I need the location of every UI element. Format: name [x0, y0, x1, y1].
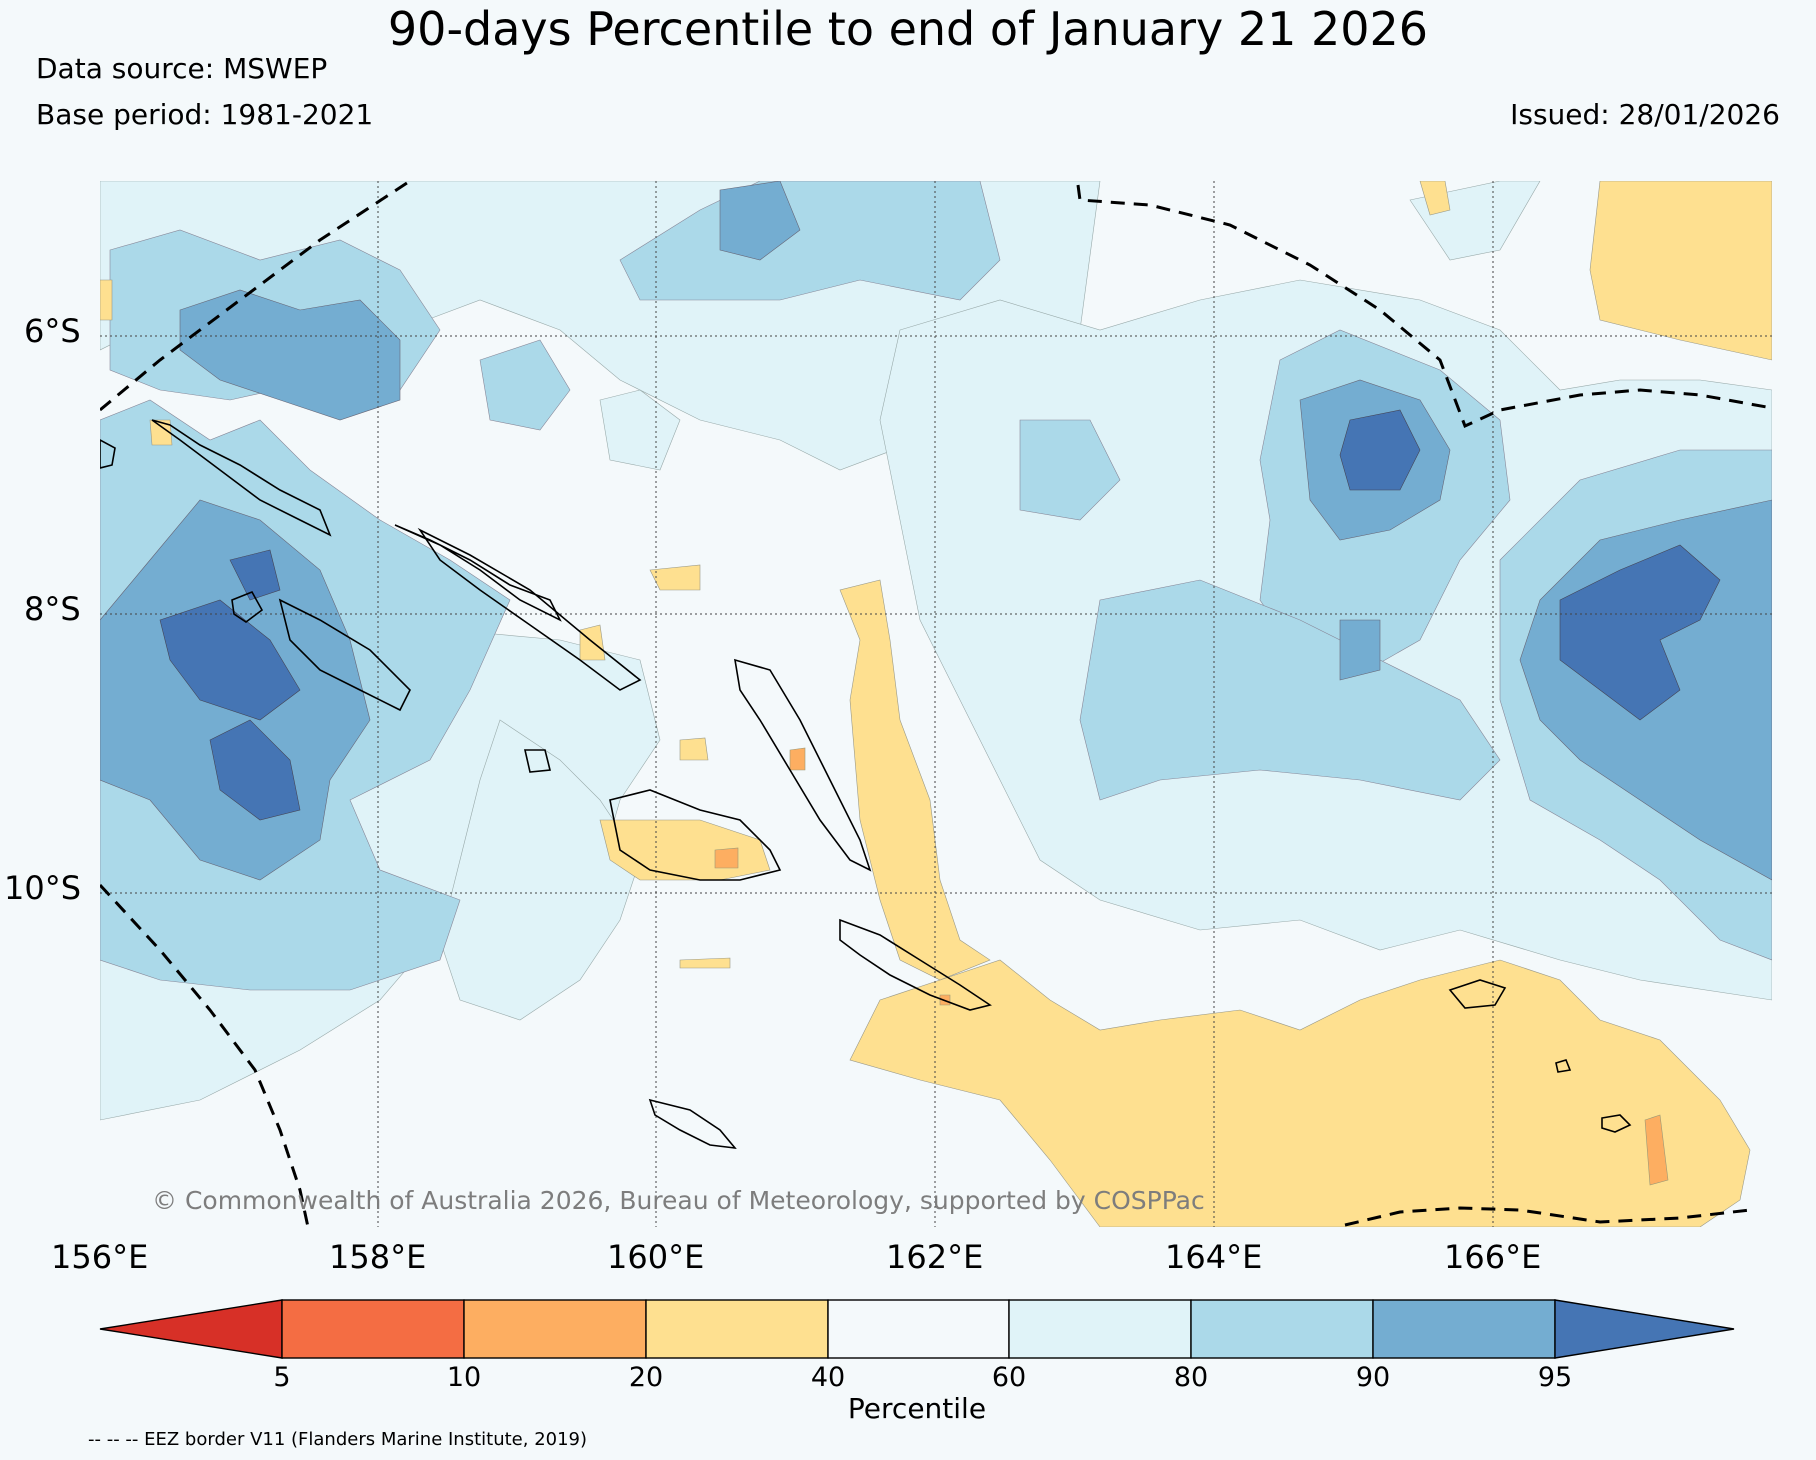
colorbar-extend-low: [99, 1299, 283, 1359]
lat-label-6s: 6°S: [24, 312, 81, 350]
colorbar: [99, 1299, 1735, 1359]
colorbar-40-60: [827, 1299, 1010, 1359]
colorbar-tick-60: 60: [991, 1362, 1027, 1393]
issued-date-label: Issued: 28/01/2026: [1510, 98, 1780, 131]
lon-label-164e: 164°E: [1165, 1238, 1263, 1276]
copyright-label: © Commonwealth of Australia 2026, Bureau…: [152, 1186, 1205, 1215]
colorbar-tick-90: 90: [1355, 1362, 1391, 1393]
islet-coast: [100, 439, 116, 469]
base-period-label: Base period: 1981-2021: [36, 98, 374, 131]
colorbar-90-95: [1372, 1299, 1556, 1359]
rennell-coast: [648, 1098, 737, 1150]
graticule: [100, 181, 1772, 1227]
colorbar-10-20: [463, 1299, 647, 1359]
contour-above-95: [159, 409, 1721, 821]
colorbar-tick-95: 95: [1537, 1362, 1573, 1393]
map-panel: [100, 181, 1772, 1227]
colorbar-5-10: [281, 1299, 465, 1359]
lon-label-158e: 158°E: [329, 1238, 427, 1276]
lat-label-10s: 10°S: [4, 869, 82, 907]
colorbar-80-90: [1190, 1299, 1374, 1359]
lon-label-156e: 156°E: [51, 1238, 149, 1276]
bougainville-coast: [151, 419, 332, 537]
colorbar-tick-20: 20: [628, 1362, 664, 1393]
colorbar-tick-10: 10: [446, 1362, 482, 1393]
map-title: 90-days Percentile to end of January 21 …: [387, 2, 1429, 56]
santa-isabel-coast: [417, 527, 642, 691]
colorbar-tick-5: 5: [273, 1362, 291, 1393]
contour-10-20: [714, 747, 1669, 1186]
islet-coast: [1555, 1059, 1572, 1073]
data-source-label: Data source: MSWEP: [36, 52, 328, 85]
islet-coast: [523, 749, 552, 773]
islet-coast: [231, 590, 264, 623]
lon-label-160e: 160°E: [607, 1238, 705, 1276]
colorbar-extend-high: [1554, 1299, 1735, 1359]
makira-coast: [839, 918, 992, 1011]
coastlines: [100, 419, 1632, 1150]
colorbar-20-40: [645, 1299, 829, 1359]
colorbar-tick-40: 40: [810, 1362, 846, 1393]
vanikoro-coast: [1601, 1114, 1632, 1133]
lon-label-166e: 166°E: [1444, 1238, 1542, 1276]
malaita-coast: [734, 658, 872, 872]
lon-label-162e: 162°E: [886, 1238, 984, 1276]
ndeni-coast: [1448, 979, 1507, 1009]
new-georgia-coast: [278, 598, 411, 712]
eez-note: -- -- -- EEZ border V11 (Flanders Marine…: [88, 1429, 588, 1450]
colorbar-60-80: [1008, 1299, 1192, 1359]
colorbar-label: Percentile: [847, 1392, 987, 1425]
lat-label-8s: 8°S: [24, 590, 81, 628]
colorbar-tick-80: 80: [1173, 1362, 1209, 1393]
eez-borders: [100, 181, 1772, 1227]
guadalcanal-coast: [609, 789, 782, 881]
